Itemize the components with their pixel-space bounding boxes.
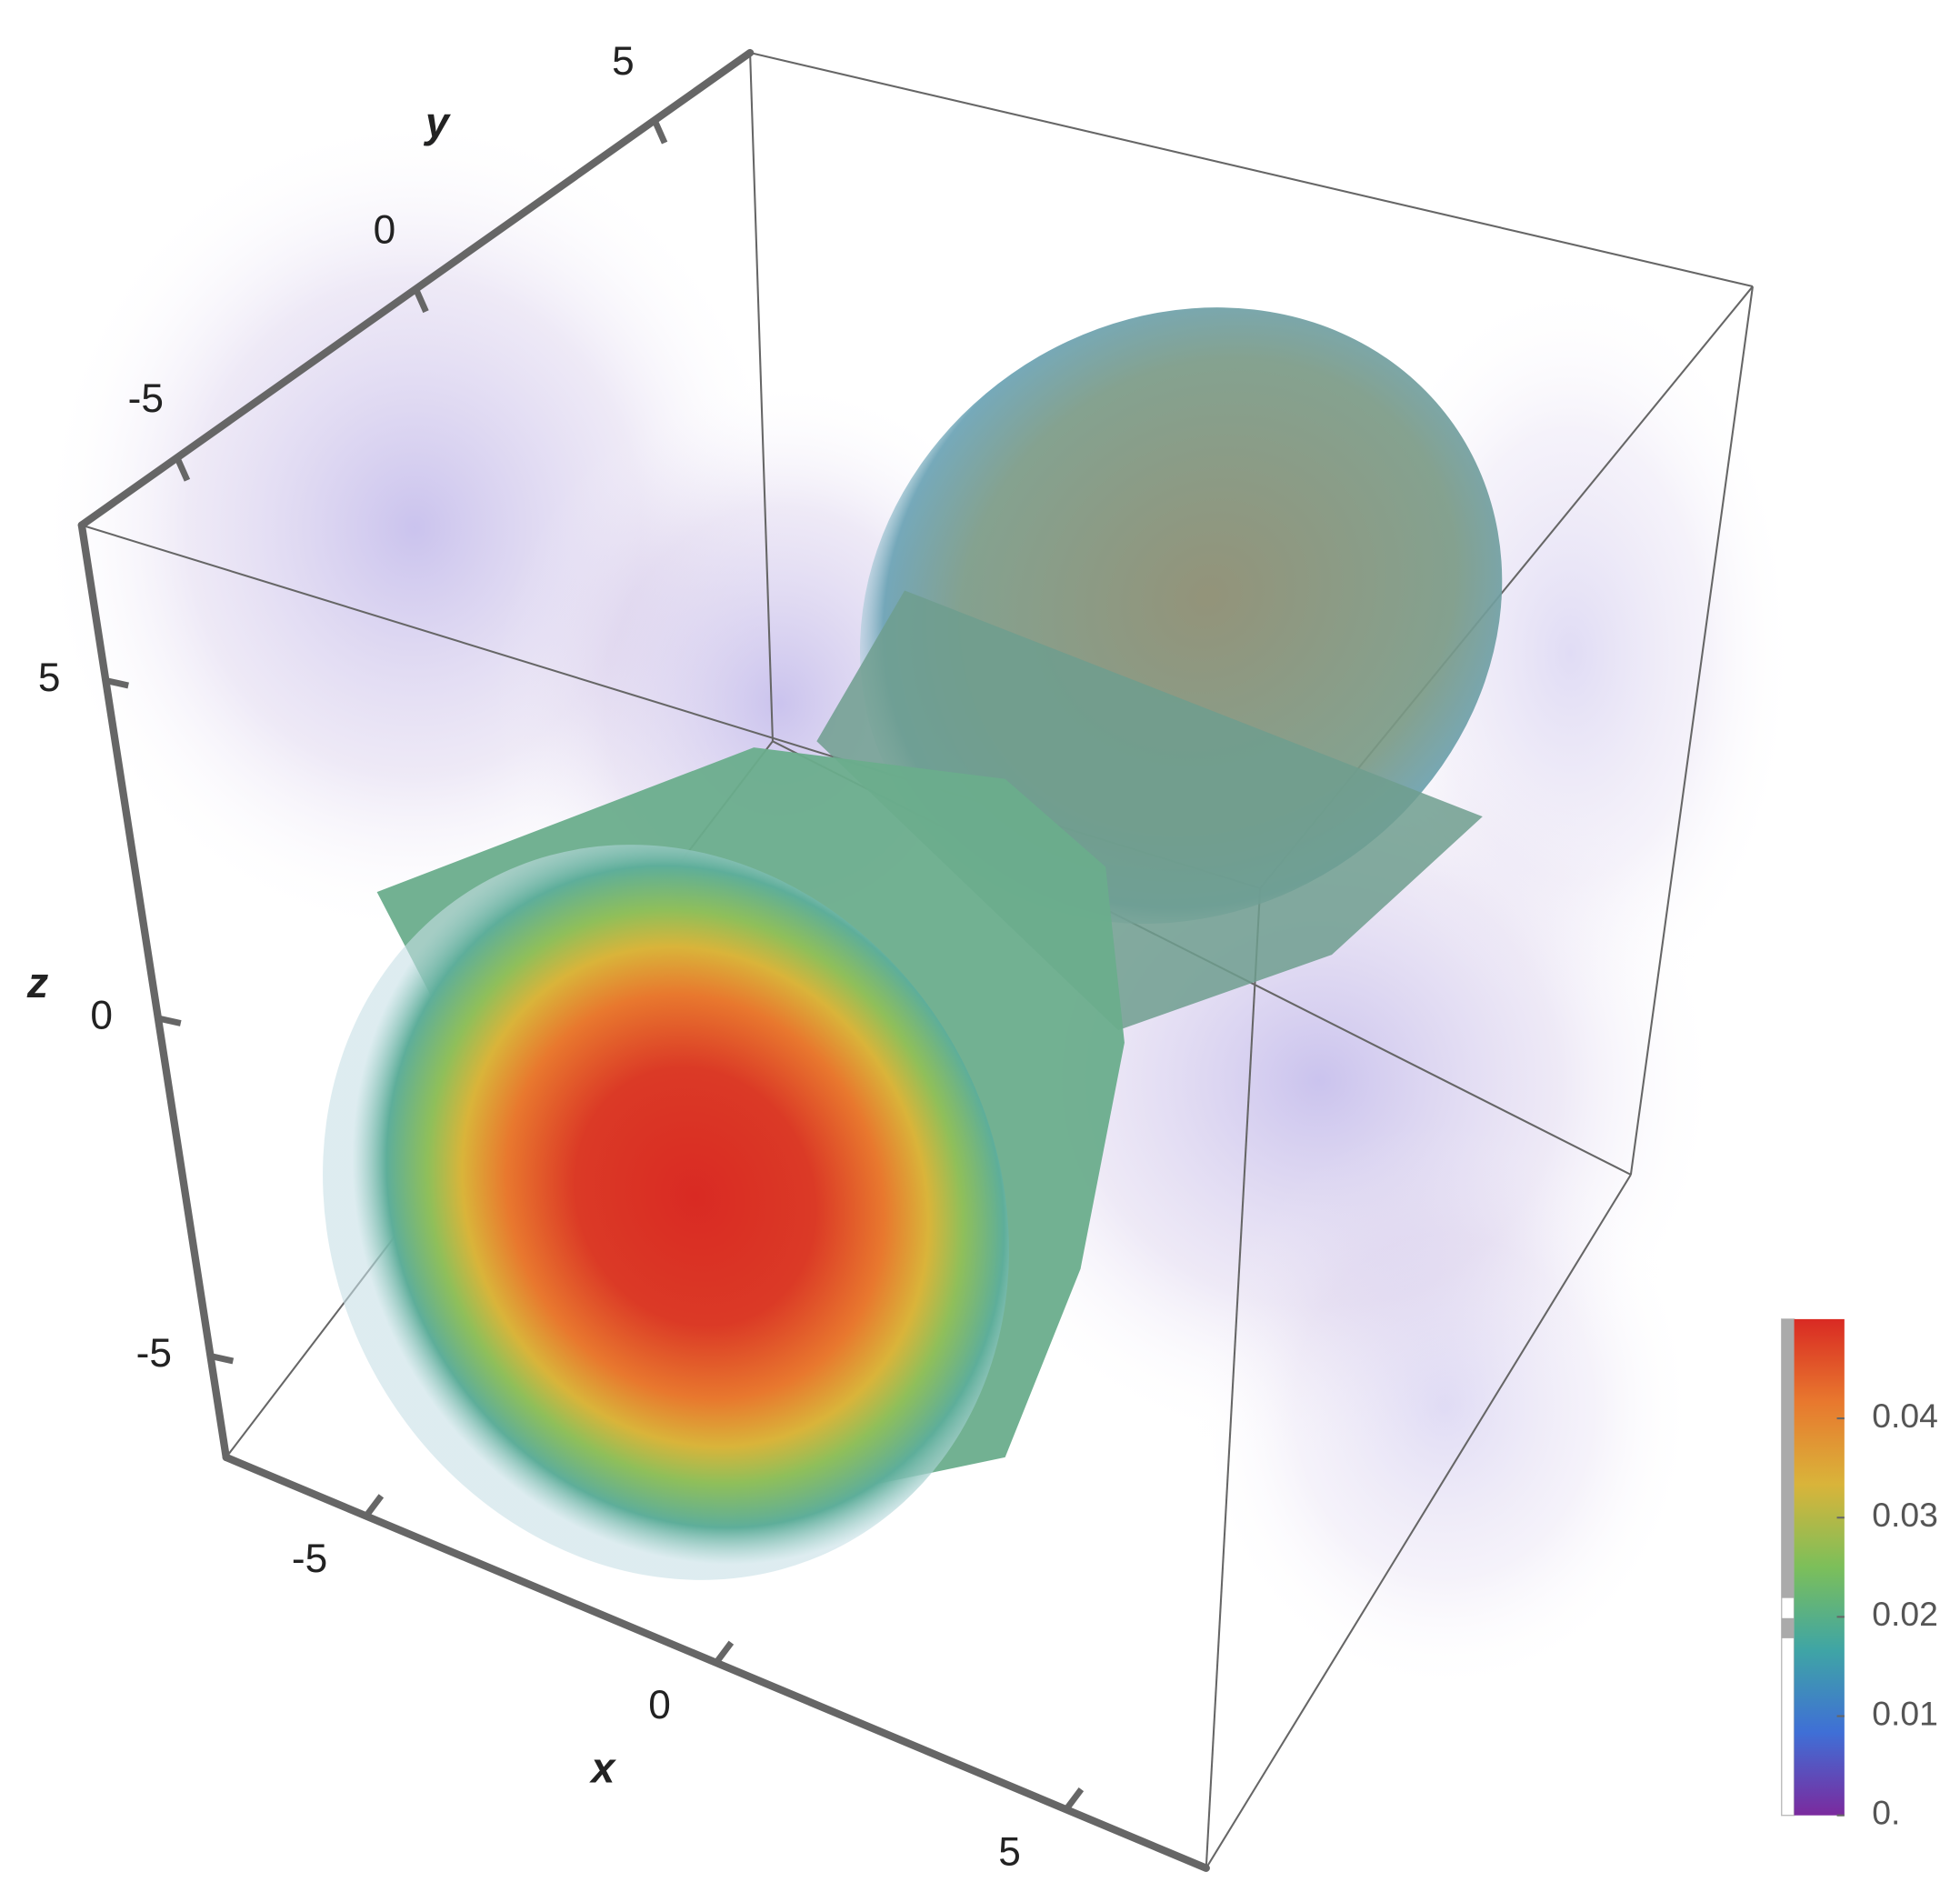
x-tick-label: 0	[648, 1683, 671, 1727]
z-tick	[105, 677, 129, 689]
x-tick-label: -5	[292, 1537, 327, 1581]
x-tick-label: 5	[998, 1830, 1021, 1875]
z-axis-label: z	[26, 958, 49, 1006]
colorbar-tick-label: 0.01	[1872, 1694, 1938, 1732]
x-tick	[1064, 1787, 1085, 1812]
density-volume	[323, 307, 1503, 1580]
cube-edges	[81, 52, 1754, 1869]
x-axis-label: x	[588, 1744, 616, 1792]
z-tick-label: 5	[38, 656, 61, 700]
y-tick	[413, 287, 429, 314]
colorbar	[1794, 1318, 1845, 1816]
x-tick	[364, 1494, 385, 1518]
x-tick	[714, 1640, 735, 1665]
z-tick-label: -5	[136, 1331, 172, 1376]
y-axis-label: y	[424, 98, 452, 146]
colorbar-tick-label: 0.04	[1872, 1396, 1938, 1435]
y-tick	[174, 455, 191, 482]
z-tick	[157, 1015, 182, 1026]
y-tick-label: -5	[128, 376, 164, 421]
colorbar-tick-label: 0.02	[1872, 1595, 1938, 1633]
colorbar-tick-label: 0.03	[1872, 1496, 1938, 1534]
colorbar-slider-fill	[1781, 1617, 1795, 1638]
z-tick	[209, 1353, 235, 1365]
z-tick-label: 0	[90, 994, 113, 1038]
colorbar-slider-fill	[1781, 1318, 1795, 1598]
y-tick-label: 0	[374, 207, 396, 252]
y-tick-label: 5	[612, 39, 635, 84]
y-tick	[651, 118, 668, 145]
colorbar-tick-label: 0.	[1872, 1794, 1900, 1832]
